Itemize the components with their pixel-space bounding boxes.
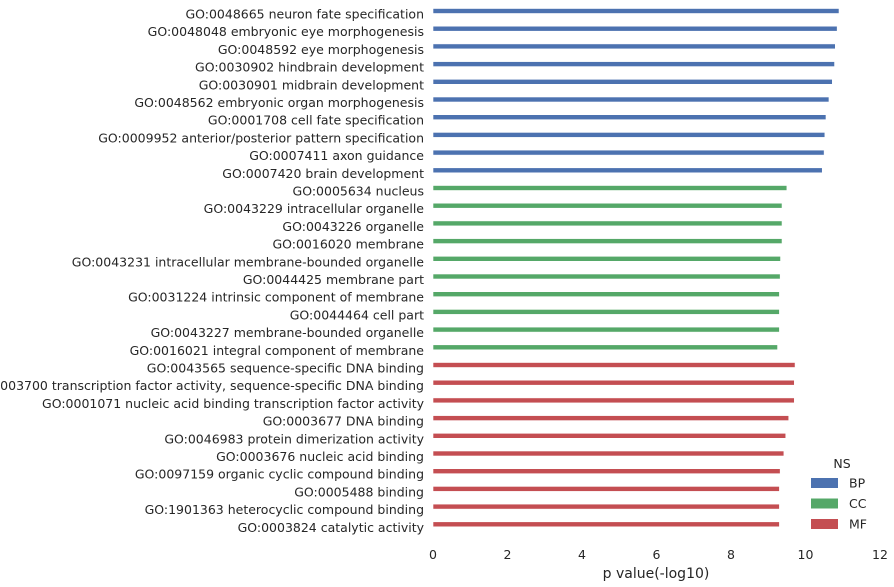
category-label: GO:0043231 intracellular membrane-bounde… <box>72 254 425 269</box>
legend-swatch-cc <box>811 498 838 509</box>
category-label: GO:0046983 protein dimerization activity <box>164 431 424 446</box>
category-label: GO:0003824 catalytic activity <box>238 520 425 535</box>
category-label: GO:0043227 membrane-bounded organelle <box>151 325 425 340</box>
bar-mf <box>432 468 781 475</box>
category-label: GO:0007411 axon guidance <box>249 148 424 163</box>
category-label: GO:0048592 eye morphogenesis <box>218 42 424 57</box>
bar-mf <box>432 379 795 386</box>
legend-label-cc: CC <box>849 496 867 511</box>
legend-title: NS <box>833 456 850 471</box>
category-label: GO:0044425 membrane part <box>243 272 424 287</box>
category-label: GO:0043565 sequence-specific DNA binding <box>147 361 424 376</box>
bar-bp <box>432 25 838 32</box>
category-label: GO:0001071 nucleic acid binding transcri… <box>42 396 425 411</box>
bar-bp <box>432 167 823 174</box>
bar-bp <box>432 8 840 14</box>
bar-mf <box>432 362 796 368</box>
bar-mf <box>432 486 780 492</box>
bar-cc <box>432 220 783 227</box>
bar-cc <box>432 291 780 298</box>
x-tick-label: 8 <box>727 547 735 562</box>
category-label: GO:0003677 DNA binding <box>263 414 424 429</box>
category-label: GO:0003700 transcription factor activity… <box>0 378 424 393</box>
bar-cc <box>432 185 788 191</box>
category-label: GO:0016021 integral component of membran… <box>130 343 425 358</box>
category-label: GO:0048048 embryonic eye morphogenesis <box>148 24 424 39</box>
x-tick-label: 0 <box>429 547 437 562</box>
x-axis: 0 2 4 6 8 10 12 <box>429 547 888 562</box>
category-labels: GO:0048665 neuron fate specification GO:0… <box>0 7 425 535</box>
bar-cc <box>432 344 778 351</box>
category-label: GO:0030902 hindbrain development <box>195 60 424 75</box>
bar-mf <box>432 503 780 510</box>
legend-label-bp: BP <box>849 476 866 491</box>
x-axis-label: p value(-log10) <box>603 566 710 582</box>
bar-cc <box>432 309 780 315</box>
bar-bp <box>432 61 835 67</box>
bar-bp <box>432 132 826 138</box>
category-label: GO:0043229 intracellular organelle <box>204 201 425 216</box>
category-label: GO:0007420 brain development <box>222 166 424 181</box>
category-label: GO:0005488 binding <box>294 484 424 499</box>
bars <box>432 8 840 528</box>
x-tick-label: 12 <box>872 547 888 562</box>
category-label: GO:0031224 intrinsic component of membra… <box>128 290 424 305</box>
x-tick-label: 10 <box>798 547 814 562</box>
bar-cc <box>432 202 783 209</box>
category-label: GO:0001708 cell fate specification <box>208 113 424 128</box>
bar-cc <box>432 255 781 262</box>
x-tick-label: 2 <box>504 547 512 562</box>
bar-cc <box>432 238 783 244</box>
category-label: GO:0005634 nucleus <box>293 184 424 199</box>
bar-cc <box>432 273 781 280</box>
legend: NS BP CC MF <box>811 456 867 532</box>
x-tick-label: 4 <box>578 547 586 562</box>
category-label: GO:0003676 nucleic acid binding <box>216 449 424 464</box>
category-label: GO:1901363 heterocyclic compound binding <box>145 502 424 517</box>
bar-mf <box>432 415 790 421</box>
bar-cc <box>432 326 780 333</box>
category-label: GO:0048665 neuron fate specification <box>185 7 424 22</box>
category-label: GO:0016020 membrane <box>272 237 424 252</box>
category-label: GO:0048562 embryonic organ morphogenesis <box>134 95 424 110</box>
bar-bp <box>432 114 827 120</box>
bar-bp <box>432 149 825 156</box>
x-tick-label: 6 <box>653 547 661 562</box>
category-label: GO:0044464 cell part <box>290 307 424 322</box>
category-label: GO:0030901 midbrain development <box>199 77 424 92</box>
category-label: GO:0097159 organic cyclic compound bindi… <box>135 467 424 482</box>
bar-mf <box>432 397 795 404</box>
category-label: GO:0009952 anterior/posterior pattern sp… <box>98 130 424 145</box>
bar-mf <box>432 450 785 457</box>
bar-mf <box>432 432 787 439</box>
bar-mf <box>432 521 780 528</box>
legend-swatch-mf <box>811 519 838 529</box>
legend-swatch-bp <box>811 478 838 488</box>
bar-bp <box>432 43 836 50</box>
legend-label-mf: MF <box>849 517 867 532</box>
bar-bp <box>432 96 830 103</box>
category-label: GO:0043226 organelle <box>282 219 424 234</box>
bar-bp <box>432 79 833 85</box>
